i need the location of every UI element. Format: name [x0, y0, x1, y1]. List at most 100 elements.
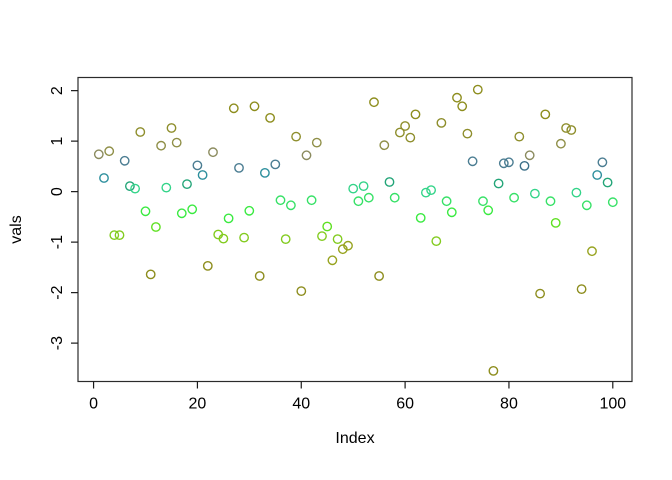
- data-point: [602, 177, 613, 188]
- data-point: [550, 217, 561, 228]
- data-point: [322, 221, 333, 232]
- x-tick-label: 20: [189, 396, 207, 413]
- data-point: [171, 137, 182, 148]
- data-point: [239, 232, 250, 243]
- data-point: [244, 205, 255, 216]
- data-point: [275, 195, 286, 206]
- x-tick-label: 80: [500, 396, 518, 413]
- x-tick-label: 100: [599, 396, 626, 413]
- data-point: [530, 188, 540, 199]
- data-point: [576, 284, 587, 294]
- data-point: [540, 109, 551, 120]
- data-point: [140, 206, 151, 217]
- data-point: [592, 170, 603, 180]
- data-point: [379, 140, 390, 151]
- data-point: [483, 205, 494, 216]
- data-point: [571, 187, 582, 198]
- data-point: [234, 162, 244, 173]
- data-point: [519, 160, 530, 171]
- data-point: [535, 288, 545, 299]
- data-point: [426, 185, 436, 196]
- data-point: [607, 197, 618, 208]
- data-point: [228, 103, 239, 114]
- data-point: [400, 121, 410, 131]
- data-point: [561, 123, 571, 133]
- data-point: [462, 128, 473, 139]
- x-axis-ticks: 0 20 40 60 80 100: [89, 381, 626, 413]
- data-point: [467, 156, 478, 167]
- data-point: [285, 200, 296, 211]
- data-point: [291, 131, 301, 142]
- data-point: [441, 196, 452, 207]
- data-point: [374, 271, 384, 281]
- data-points-layer: [93, 84, 618, 376]
- data-point: [104, 146, 115, 157]
- data-point: [420, 187, 431, 198]
- data-point: [488, 365, 499, 376]
- data-point: [524, 150, 535, 161]
- data-point: [410, 109, 421, 120]
- x-axis-label: Index: [335, 430, 374, 447]
- data-point: [218, 233, 229, 244]
- data-point: [130, 183, 141, 194]
- data-point: [369, 97, 379, 108]
- data-point: [280, 234, 291, 245]
- data-point: [587, 246, 597, 257]
- data-point: [99, 173, 109, 183]
- data-point: [405, 132, 416, 143]
- y-tick-label: -2: [49, 285, 66, 299]
- data-point: [182, 179, 192, 190]
- data-point: [192, 160, 203, 171]
- data-point: [478, 196, 488, 207]
- data-point: [415, 212, 426, 223]
- data-point: [556, 138, 566, 149]
- data-point: [566, 125, 577, 135]
- data-point: [254, 271, 265, 281]
- data-point: [452, 92, 462, 103]
- data-point: [498, 158, 509, 169]
- data-point: [343, 240, 353, 251]
- data-point: [509, 192, 519, 203]
- data-point: [124, 181, 135, 192]
- data-point: [176, 208, 187, 219]
- data-point: [197, 170, 208, 180]
- y-tick-label: -3: [49, 336, 66, 350]
- data-point: [223, 213, 234, 224]
- data-point: [472, 84, 483, 95]
- data-point: [249, 101, 260, 112]
- data-point: [384, 177, 395, 187]
- data-point: [114, 230, 125, 241]
- data-point: [306, 195, 317, 206]
- data-point: [457, 101, 468, 112]
- data-point: [187, 204, 198, 215]
- data-point: [358, 181, 369, 192]
- data-point: [161, 182, 172, 193]
- data-point: [119, 155, 130, 166]
- data-point: [597, 157, 608, 168]
- data-point: [431, 236, 442, 247]
- data-point: [317, 231, 327, 242]
- data-point: [311, 137, 322, 148]
- data-point: [270, 159, 281, 170]
- data-point: [348, 183, 359, 194]
- data-point: [327, 255, 338, 266]
- data-point: [446, 207, 457, 218]
- data-point: [493, 178, 504, 189]
- y-tick-label: -1: [49, 235, 66, 249]
- data-point: [394, 127, 405, 138]
- data-point: [301, 150, 312, 161]
- data-point: [150, 222, 161, 232]
- data-point: [166, 123, 177, 133]
- y-tick-label: 2: [49, 86, 66, 95]
- data-point: [296, 286, 307, 296]
- data-point: [265, 113, 275, 123]
- y-axis-label: vals: [8, 215, 25, 243]
- x-tick-label: 60: [396, 396, 414, 413]
- data-point: [202, 260, 213, 271]
- y-tick-label: 0: [49, 187, 66, 196]
- data-point: [156, 140, 167, 151]
- data-point: [581, 200, 592, 211]
- data-point: [545, 196, 556, 207]
